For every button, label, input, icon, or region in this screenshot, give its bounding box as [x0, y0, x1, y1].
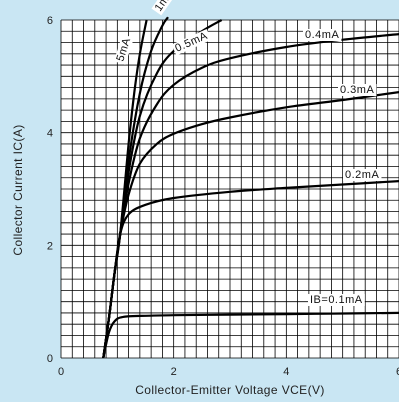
- series-line-0: [102, 311, 399, 358]
- x-tick-labels: 0 2 4 6: [58, 366, 399, 378]
- curve-label-bg: [308, 294, 365, 306]
- grid: [60, 19, 399, 359]
- x-tick-label: 4: [283, 366, 289, 378]
- curve-label-bg: [151, 0, 178, 16]
- curve-label-bg: [343, 169, 382, 181]
- curve-label-bg: [171, 28, 212, 56]
- x-tick-label: 6: [396, 366, 399, 378]
- x-axis-label: Collector-Emitter Voltage VCE(V): [135, 383, 325, 397]
- series-label-2: 0.3mA: [340, 84, 374, 96]
- curve-label-bg: [338, 84, 377, 96]
- curve-label-bg: [113, 34, 134, 65]
- series-label-1: 0.2mA: [345, 169, 379, 181]
- y-tick-label: 0: [47, 353, 53, 365]
- x-tick-label: 0: [58, 366, 64, 378]
- y-tick-label: 4: [47, 128, 53, 140]
- y-tick-label: 2: [47, 240, 53, 252]
- y-axis-label: Collector Current IC(A): [11, 124, 25, 255]
- x-tick-label: 2: [171, 366, 177, 378]
- y-tick-labels: 0 2 4 6: [47, 15, 53, 365]
- curve-label-bg: [303, 29, 342, 41]
- series-label-0: IB=0.1mA: [310, 294, 363, 306]
- series-label-3: 0.4mA: [305, 29, 339, 41]
- y-tick-label: 6: [47, 15, 53, 27]
- series-line-6: [102, 19, 148, 358]
